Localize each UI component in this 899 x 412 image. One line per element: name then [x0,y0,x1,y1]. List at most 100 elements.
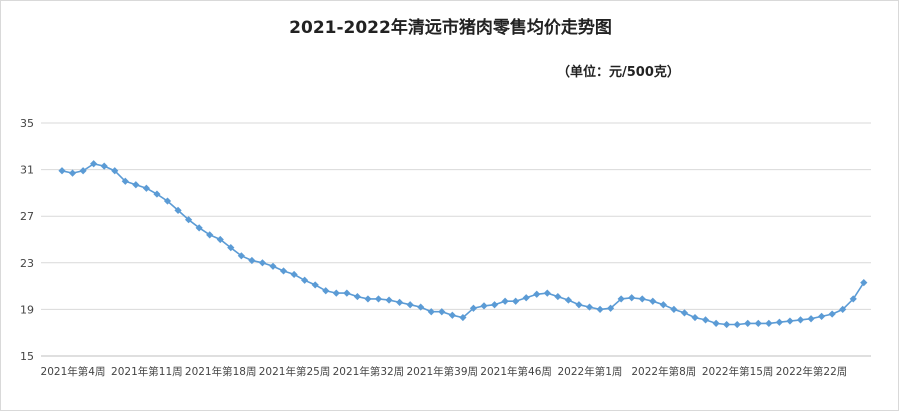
data-point-marker [786,317,794,325]
data-point-marker [58,167,66,175]
data-point-marker [585,303,594,311]
data-point-marker [227,244,235,252]
data-point-marker [206,231,214,239]
data-point-marker [659,301,667,309]
data-point-marker [818,312,826,320]
data-point-marker [301,276,309,284]
data-point-marker [775,318,783,326]
data-point-marker [353,292,361,301]
data-point-marker [322,287,330,295]
data-point-marker [343,289,351,297]
data-point-marker [723,320,731,329]
data-point-marker [554,292,562,301]
x-tick-label: 2021年第25周 [259,365,331,378]
y-tick-label: 15 [20,350,34,363]
data-point-marker [174,206,182,214]
data-point-marker [564,296,572,304]
data-point-marker [163,197,172,205]
price-series [58,160,868,329]
data-point-marker [512,297,520,305]
data-point-marker [237,252,245,260]
x-tick-label: 2021年第11周 [111,365,183,378]
data-point-marker [691,313,699,322]
data-point-marker [216,235,224,244]
data-point-marker [258,259,267,267]
data-point-marker [596,305,604,313]
data-point-marker [100,162,108,170]
x-tick-label: 2022年第8周 [631,365,696,378]
data-point-marker [712,319,720,327]
data-point-marker [617,295,625,303]
data-point-marker [744,319,752,327]
data-point-marker [628,294,636,302]
data-point-marker [522,294,530,302]
data-point-marker [142,184,150,192]
y-tick-labels: 15 19 23 27 31 35 [20,117,34,363]
data-point-marker [269,262,277,270]
data-point-marker [638,295,646,303]
y-tick-label: 35 [20,117,34,130]
data-point-marker [311,281,319,289]
data-point-marker [121,177,129,185]
data-point-marker [79,167,87,175]
data-point-marker [153,190,161,198]
y-tick-label: 27 [20,210,34,223]
data-point-marker [279,267,288,275]
x-tick-label: 2021年第4周 [41,365,106,378]
data-point-marker [332,289,340,297]
data-point-marker [680,309,689,317]
data-point-marker [406,301,414,309]
x-tick-label: 2021年第39周 [406,365,478,378]
data-point-marker [290,270,298,279]
data-point-marker [501,297,509,305]
data-point-marker [480,302,488,310]
data-point-marker [807,315,815,323]
data-point-marker [849,295,857,303]
data-point-marker [796,316,805,324]
data-point-marker [195,224,203,232]
y-tick-label: 31 [20,164,34,177]
data-point-marker [490,301,499,309]
data-point-marker [438,308,446,316]
data-point-marker [90,160,98,168]
data-point-marker [132,181,140,189]
data-point-marker [448,311,456,319]
x-tick-label: 2022年第1周 [557,365,622,378]
data-point-marker [575,301,583,309]
x-tick-label: 2021年第18周 [185,365,257,378]
data-point-marker [828,310,836,318]
data-point-marker [670,305,678,313]
data-point-marker [543,289,551,297]
data-point-marker [417,303,425,311]
x-tick-label: 2022年第22周 [776,365,848,378]
data-point-marker [385,296,393,304]
data-point-marker [396,298,404,307]
data-point-marker [860,279,868,287]
data-point-marker [754,319,762,327]
chart-title: 2021-2022年清远市猪肉零售均价走势图 [289,18,612,38]
x-tick-labels: 2021年第4周 2021年第11周 2021年第18周 2021年第25周 2021年… [41,365,848,378]
data-point-marker [533,290,541,298]
data-point-marker [701,316,710,324]
data-point-marker [733,320,741,329]
gridlines [41,122,871,310]
data-point-marker [111,167,119,175]
data-point-marker [427,308,435,316]
data-point-marker [248,256,256,265]
x-tick-label: 2021年第32周 [333,365,405,378]
y-tick-label: 23 [20,257,34,270]
data-point-marker [459,313,467,322]
data-point-marker [765,319,773,327]
data-point-marker [839,305,847,313]
data-point-marker [364,295,372,303]
data-point-marker [185,216,193,224]
data-point-marker [607,304,615,312]
series-line [61,162,865,326]
data-point-marker [68,169,77,177]
data-point-marker [469,304,478,312]
x-tick-label: 2021年第46周 [480,365,552,378]
chart-subtitle: （单位：元/500克） [557,65,680,80]
data-point-marker [374,295,383,303]
